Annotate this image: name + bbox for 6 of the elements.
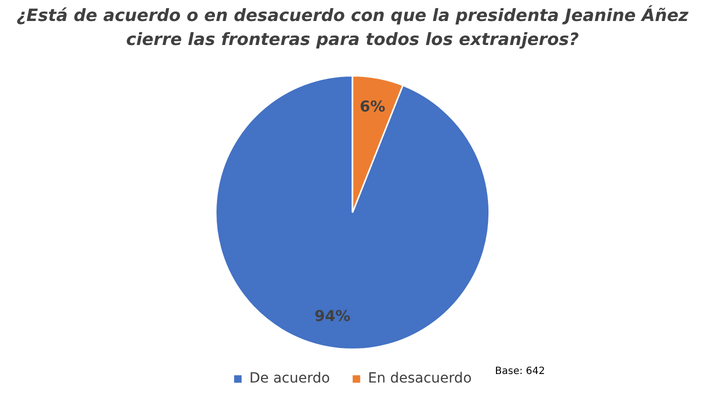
chart-title: ¿Está de acuerdo o en desacuerdo con que la presidenta Jeanine Áñez cierre las fronteras para todos los extranjeros? [16,4,690,52]
legend-label: En desacuerdo [368,370,472,387]
data-label: 94% [314,307,350,326]
legend-label: De acuerdo [249,370,330,387]
text: Base: 642 [495,366,545,377]
data-label: 6% [360,98,386,116]
